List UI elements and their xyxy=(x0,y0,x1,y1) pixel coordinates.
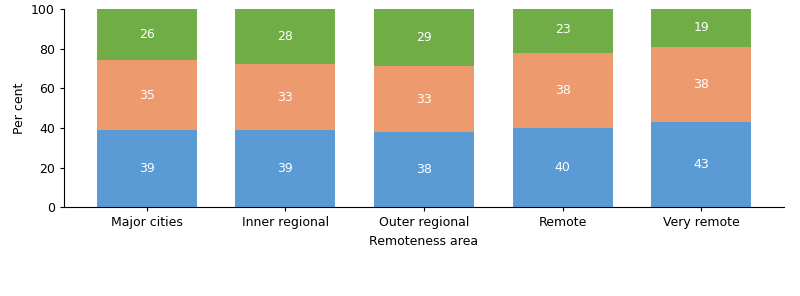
Bar xyxy=(651,9,751,46)
Bar xyxy=(374,132,474,207)
Text: 33: 33 xyxy=(416,93,432,106)
Bar xyxy=(97,9,197,60)
Bar xyxy=(235,130,335,207)
Bar xyxy=(513,52,613,128)
Text: 38: 38 xyxy=(416,163,432,176)
Text: 38: 38 xyxy=(554,84,570,97)
Y-axis label: Per cent: Per cent xyxy=(13,82,26,134)
Bar xyxy=(235,65,335,130)
Bar xyxy=(235,9,335,65)
Text: 23: 23 xyxy=(554,23,570,36)
Bar xyxy=(374,9,474,66)
Bar xyxy=(513,7,613,52)
Text: 19: 19 xyxy=(694,21,710,34)
Bar xyxy=(651,46,751,122)
X-axis label: Remoteness area: Remoteness area xyxy=(370,235,478,248)
Text: 29: 29 xyxy=(416,31,432,44)
Text: 40: 40 xyxy=(554,161,570,174)
Text: 33: 33 xyxy=(278,91,294,104)
Text: 26: 26 xyxy=(138,28,154,41)
Text: 38: 38 xyxy=(694,78,710,91)
Bar xyxy=(651,122,751,207)
Text: 39: 39 xyxy=(138,162,154,175)
Bar xyxy=(513,128,613,207)
Text: 35: 35 xyxy=(138,89,154,102)
Bar xyxy=(374,66,474,132)
Text: 28: 28 xyxy=(278,30,294,43)
Text: 43: 43 xyxy=(694,158,710,171)
Bar xyxy=(97,60,197,130)
Bar xyxy=(97,130,197,207)
Text: 39: 39 xyxy=(278,162,294,175)
